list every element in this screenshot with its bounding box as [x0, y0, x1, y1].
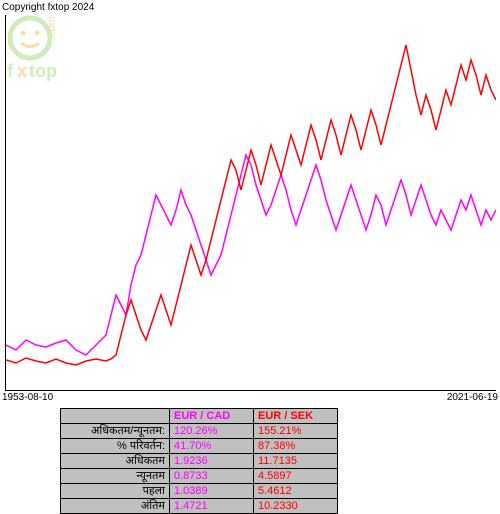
row-label: न्यूनतम — [61, 469, 170, 484]
table-header-row: EUR / CAD EUR / SEK — [61, 409, 338, 424]
table-row: अधिकतम/न्यूनतम:120.26%155.21% — [61, 424, 338, 439]
header-blank — [61, 409, 170, 424]
table-row: अंतिम1.472110.2330 — [61, 499, 338, 514]
cell-series1: 1.9236 — [170, 454, 254, 469]
table-row: न्यूनतम0.87334.5897 — [61, 469, 338, 484]
cell-series2: 11.7135 — [254, 454, 338, 469]
row-label: % परिवर्तन: — [61, 439, 170, 454]
table-row: अधिकतम1.923611.7135 — [61, 454, 338, 469]
header-series2: EUR / SEK — [254, 409, 338, 424]
cell-series1: 1.4721 — [170, 499, 254, 514]
series-line — [6, 155, 496, 355]
cell-series1: 0.8733 — [170, 469, 254, 484]
summary-table: EUR / CAD EUR / SEK अधिकतम/न्यूनतम:120.2… — [60, 408, 338, 514]
cell-series1: 1.0389 — [170, 484, 254, 499]
row-label: अधिकतम/न्यूनतम: — [61, 424, 170, 439]
x-axis-start: 1953-08-10 — [2, 392, 53, 403]
cell-series2: 5.4612 — [254, 484, 338, 499]
table-row: % परिवर्तन:41.70%87.38% — [61, 439, 338, 454]
row-label: अधिकतम — [61, 454, 170, 469]
copyright-text: Copyright fxtop 2024 — [2, 2, 94, 13]
header-series1: EUR / CAD — [170, 409, 254, 424]
x-axis-end: 2021-06-19 — [447, 392, 498, 403]
table-row: पहला1.03895.4612 — [61, 484, 338, 499]
row-label: अंतिम — [61, 499, 170, 514]
cell-series1: 41.70% — [170, 439, 254, 454]
cell-series2: 10.2330 — [254, 499, 338, 514]
cell-series2: 155.21% — [254, 424, 338, 439]
cell-series2: 87.38% — [254, 439, 338, 454]
row-label: पहला — [61, 484, 170, 499]
chart-area — [5, 15, 496, 391]
series-line — [6, 45, 496, 365]
cell-series2: 4.5897 — [254, 469, 338, 484]
cell-series1: 120.26% — [170, 424, 254, 439]
